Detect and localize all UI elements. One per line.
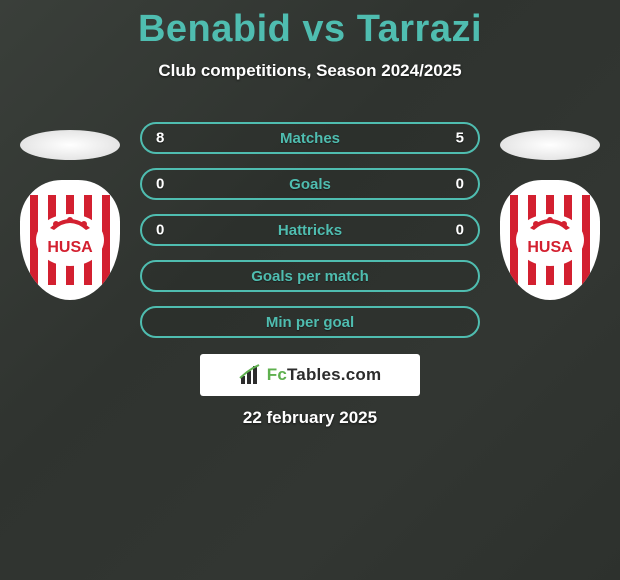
player-left-avatar: HUSA <box>20 180 120 300</box>
page-title: Benabid vs Tarrazi <box>0 0 620 51</box>
stat-label: Matches <box>280 130 340 147</box>
stat-label: Hattricks <box>278 222 342 239</box>
page-subtitle: Club competitions, Season 2024/2025 <box>0 61 620 81</box>
stat-row-goals-per-match: Goals per match <box>140 260 480 292</box>
stat-label: Goals per match <box>251 268 369 285</box>
club-badge-icon: HUSA <box>20 180 120 300</box>
stat-left-value: 8 <box>156 130 164 147</box>
watermark-text: FcTables.com <box>267 365 382 385</box>
stat-row-hattricks: 0 Hattricks 0 <box>140 214 480 246</box>
player-right-avatar: HUSA <box>500 180 600 300</box>
stat-right-value: 5 <box>456 130 464 147</box>
stat-label: Min per goal <box>266 314 354 331</box>
stat-row-goals: 0 Goals 0 <box>140 168 480 200</box>
stats-panel: 8 Matches 5 0 Goals 0 0 Hattricks 0 Goal… <box>140 122 480 352</box>
date-label: 22 february 2025 <box>0 408 620 428</box>
svg-text:HUSA: HUSA <box>527 239 573 256</box>
stat-right-value: 0 <box>456 176 464 193</box>
watermark-prefix: Fc <box>267 365 287 384</box>
club-badge-icon: HUSA <box>500 180 600 300</box>
stat-row-min-per-goal: Min per goal <box>140 306 480 338</box>
watermark-suffix: Tables.com <box>287 365 381 384</box>
bar-chart-icon <box>239 364 261 386</box>
player-left-club-badge: HUSA <box>20 180 120 300</box>
stat-left-value: 0 <box>156 176 164 193</box>
stat-label: Goals <box>289 176 331 193</box>
stat-row-matches: 8 Matches 5 <box>140 122 480 154</box>
stat-right-value: 0 <box>456 222 464 239</box>
svg-text:HUSA: HUSA <box>47 239 93 256</box>
player-left-silhouette <box>20 130 120 160</box>
stat-left-value: 0 <box>156 222 164 239</box>
source-watermark: FcTables.com <box>200 354 420 396</box>
player-right-silhouette <box>500 130 600 160</box>
player-right-club-badge: HUSA <box>500 180 600 300</box>
